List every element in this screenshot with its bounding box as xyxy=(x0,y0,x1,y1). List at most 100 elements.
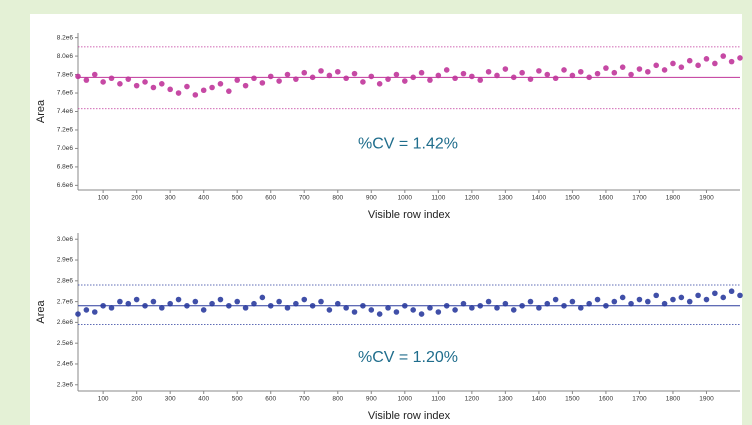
point xyxy=(309,74,316,81)
x-tick-label: 200 xyxy=(131,195,142,202)
y-tick-label: 2.9e6 xyxy=(57,257,74,264)
point xyxy=(133,82,140,89)
point xyxy=(284,71,291,78)
point xyxy=(360,79,366,85)
point xyxy=(267,302,274,309)
point xyxy=(561,302,567,309)
point xyxy=(577,305,584,311)
y-tick-label: 8.2e6 xyxy=(57,34,74,41)
point xyxy=(217,296,224,303)
point xyxy=(586,300,592,307)
point xyxy=(276,298,282,305)
point xyxy=(586,74,592,81)
y-tick-label: 2.7e6 xyxy=(57,298,74,305)
point xyxy=(402,78,408,84)
x-tick-label: 1100 xyxy=(431,396,445,403)
x-tick-label: 100 xyxy=(98,396,109,403)
point xyxy=(117,298,123,305)
x-tick-label: 1200 xyxy=(465,396,480,403)
point xyxy=(376,311,383,317)
point xyxy=(477,77,484,83)
point xyxy=(728,288,735,295)
point xyxy=(477,302,484,309)
point xyxy=(326,72,333,79)
point xyxy=(91,71,98,78)
point xyxy=(418,311,425,317)
point xyxy=(293,76,299,82)
x-tick-label: 1900 xyxy=(699,195,714,202)
point xyxy=(485,298,492,305)
x-tick-label: 1200 xyxy=(465,195,480,202)
y-tick-label: 3.0e6 xyxy=(57,236,74,243)
point xyxy=(150,298,157,305)
annotation: %CV = 1.20% xyxy=(358,349,458,366)
y-tick-label: 2.6e6 xyxy=(57,319,74,326)
point xyxy=(561,67,567,73)
point xyxy=(510,307,517,313)
x-tick-label: 1400 xyxy=(532,195,547,202)
x-tick-label: 1700 xyxy=(632,195,647,202)
point xyxy=(653,62,660,69)
point xyxy=(83,77,90,83)
point xyxy=(117,80,123,87)
point xyxy=(645,298,651,305)
point xyxy=(712,60,718,67)
point xyxy=(544,71,551,78)
point xyxy=(460,70,467,77)
point xyxy=(368,307,375,313)
x-tick-label: 600 xyxy=(265,195,276,202)
point xyxy=(360,302,366,309)
point xyxy=(318,298,324,305)
point xyxy=(108,305,115,311)
point xyxy=(452,307,458,313)
y-tick-label: 2.5e6 xyxy=(57,340,74,347)
x-tick-label: 1800 xyxy=(666,195,681,202)
point xyxy=(410,74,416,81)
y-tick-label: 7.0e6 xyxy=(57,145,74,152)
point xyxy=(552,75,559,82)
point xyxy=(670,296,676,303)
point xyxy=(435,72,442,79)
point xyxy=(209,84,215,91)
point xyxy=(737,55,743,61)
point xyxy=(108,75,115,82)
point xyxy=(125,76,132,82)
x-tick-label: 1600 xyxy=(599,396,614,403)
point xyxy=(494,305,500,311)
point xyxy=(469,73,475,80)
x-tick-label: 1600 xyxy=(599,195,614,202)
point xyxy=(385,76,391,82)
point xyxy=(393,71,400,78)
x-tick-label: 800 xyxy=(332,396,343,403)
point xyxy=(234,298,241,305)
point xyxy=(385,305,391,311)
point xyxy=(661,67,668,73)
point xyxy=(267,73,274,80)
point xyxy=(251,300,257,307)
point xyxy=(552,296,559,303)
x-tick-label: 900 xyxy=(366,396,377,403)
y-tick-label: 2.3e6 xyxy=(57,381,74,388)
point xyxy=(125,300,132,307)
point xyxy=(251,75,257,82)
point xyxy=(410,307,416,313)
point xyxy=(611,69,618,76)
point xyxy=(494,72,500,79)
y-tick-label: 7.8e6 xyxy=(57,71,74,78)
point xyxy=(594,296,601,303)
x-tick-label: 1400 xyxy=(532,396,547,403)
x-tick-label: 100 xyxy=(98,195,109,202)
point xyxy=(326,307,333,313)
point xyxy=(628,300,634,307)
point xyxy=(460,300,467,307)
point xyxy=(603,302,609,309)
point xyxy=(376,80,383,87)
y-axis-title: Area xyxy=(35,99,47,123)
point xyxy=(167,86,173,93)
point xyxy=(418,69,425,76)
annotation: %CV = 1.42% xyxy=(358,136,458,153)
point xyxy=(611,298,618,305)
y-tick-label: 2.4e6 xyxy=(57,361,74,368)
x-tick-label: 700 xyxy=(299,195,310,202)
point xyxy=(527,76,534,82)
